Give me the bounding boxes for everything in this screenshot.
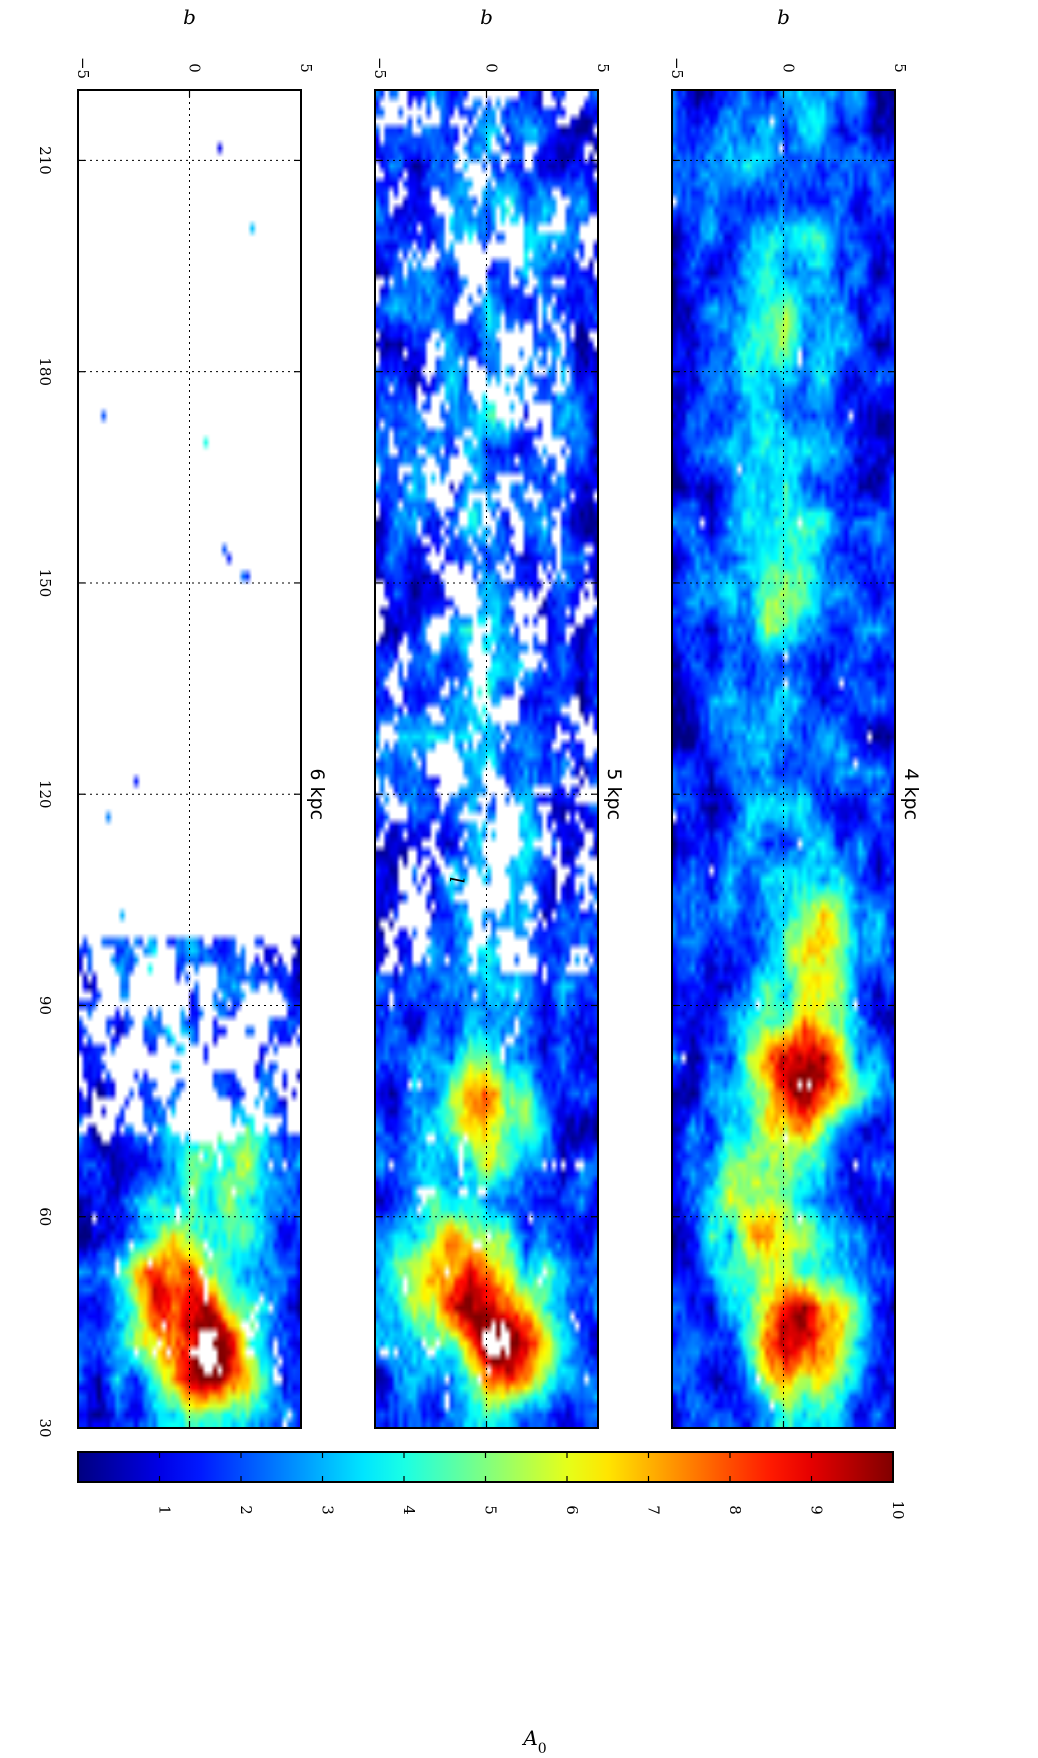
colorbar-tick-label: 2 [237,1505,255,1515]
l-tick-label: 180 [36,357,54,386]
panel-annotation: 4 kpc [900,768,922,820]
y-axis-label: b [183,5,196,29]
panel-annotation: 5 kpc [603,768,625,820]
x-axis-label: l [445,877,469,883]
b-tick-label: −5 [668,57,686,79]
colorbar-label: A0 [521,1726,546,1757]
heatmap-panel-3 [78,90,301,1428]
y-axis-label: b [480,5,493,29]
colorbar: 1 2 3 4 5 6 7 8 9 10 [77,1451,907,1520]
l-tick-label: 150 [36,569,54,598]
b-tick-label: 5 [891,63,909,73]
l-tick-label: 210 [36,146,54,175]
colorbar-tick-label: 3 [319,1505,337,1515]
heatmap-panel-1 [672,90,895,1428]
b-tick-label: 0 [780,63,798,73]
y-axis-label: b [777,5,790,29]
l-tick-label: 60 [36,1207,54,1226]
colorbar-tick-label: 10 [889,1500,907,1519]
colorbar-tick-label: 5 [482,1505,500,1515]
l-tick-label: 90 [36,996,54,1015]
b-tick-label: 5 [297,63,315,73]
b-tick-label: −5 [74,57,92,79]
colorbar-tick-label: 6 [563,1505,581,1515]
colorbar-tick-label: 8 [726,1505,744,1515]
colorbar-tick-label: 1 [156,1505,174,1515]
heatmap-panel-2 [375,90,598,1428]
colorbar-tick-label: 7 [645,1505,663,1515]
b-tick-label: 0 [483,63,501,73]
b-tick-label: −5 [371,57,389,79]
colorbar-tick-label: 9 [808,1505,826,1515]
colorbar-tick-label: 4 [400,1505,418,1515]
l-tick-label: 30 [36,1418,54,1437]
panel-annotation: 6 kpc [306,768,328,820]
panels-layer: −5 0 5 b 4 kpc −5 0 5 b 5 kpc −5 0 5 b 6 kpc 210 180 150 1… [36,5,922,1438]
b-tick-label: 5 [594,63,612,73]
b-tick-label: 0 [186,63,204,73]
l-tick-label: 120 [36,780,54,809]
